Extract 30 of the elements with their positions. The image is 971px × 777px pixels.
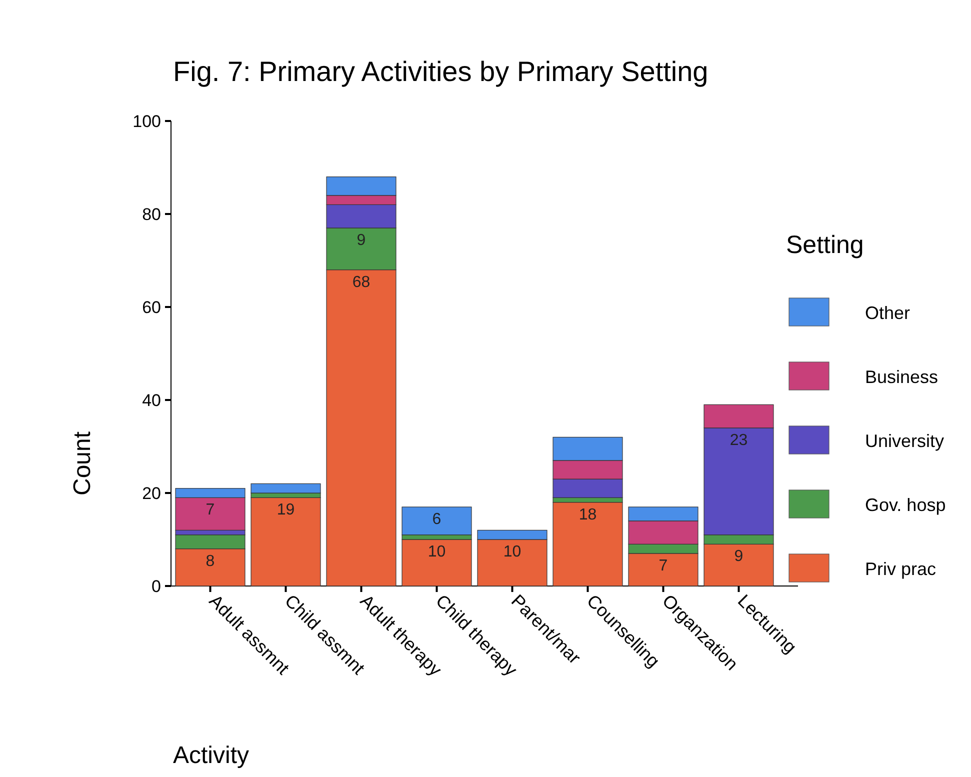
y-tick-label: 20: [142, 484, 161, 503]
bar: [402, 539, 472, 586]
legend-label: Business: [865, 367, 938, 387]
legend-label: Other: [865, 303, 910, 323]
data-label: 9: [356, 232, 366, 249]
data-label: 10: [428, 544, 446, 560]
y-tick-label: 0: [152, 577, 161, 596]
data-label: 7: [658, 557, 668, 574]
legend-title: Setting: [786, 231, 864, 259]
data-label: 10: [503, 544, 522, 560]
data-label: 9: [734, 548, 744, 566]
x-axis-title: Activity: [173, 742, 250, 769]
legend-label: Gov. hosp: [865, 495, 946, 515]
y-tick-label: 60: [142, 298, 161, 317]
data-label: 68: [352, 274, 370, 291]
bar: [250, 497, 321, 586]
chart-title: Fig. 7: Primary Activities by Primary Setting: [173, 56, 708, 87]
data-label: 7: [206, 502, 215, 519]
y-axis-title: Count: [69, 431, 96, 496]
y-tick-label: 40: [142, 391, 161, 410]
data-label: 18: [578, 506, 597, 524]
data-label: 6: [432, 510, 442, 528]
legend-label: Priv prac: [865, 559, 936, 579]
data-label: 19: [276, 502, 295, 519]
y-tick-label: 80: [142, 205, 161, 224]
bar: [552, 502, 623, 586]
y-tick-label: 100: [132, 112, 161, 131]
legend-label: University: [865, 431, 944, 451]
data-label: 23: [730, 432, 748, 449]
data-label: 8: [206, 552, 215, 570]
